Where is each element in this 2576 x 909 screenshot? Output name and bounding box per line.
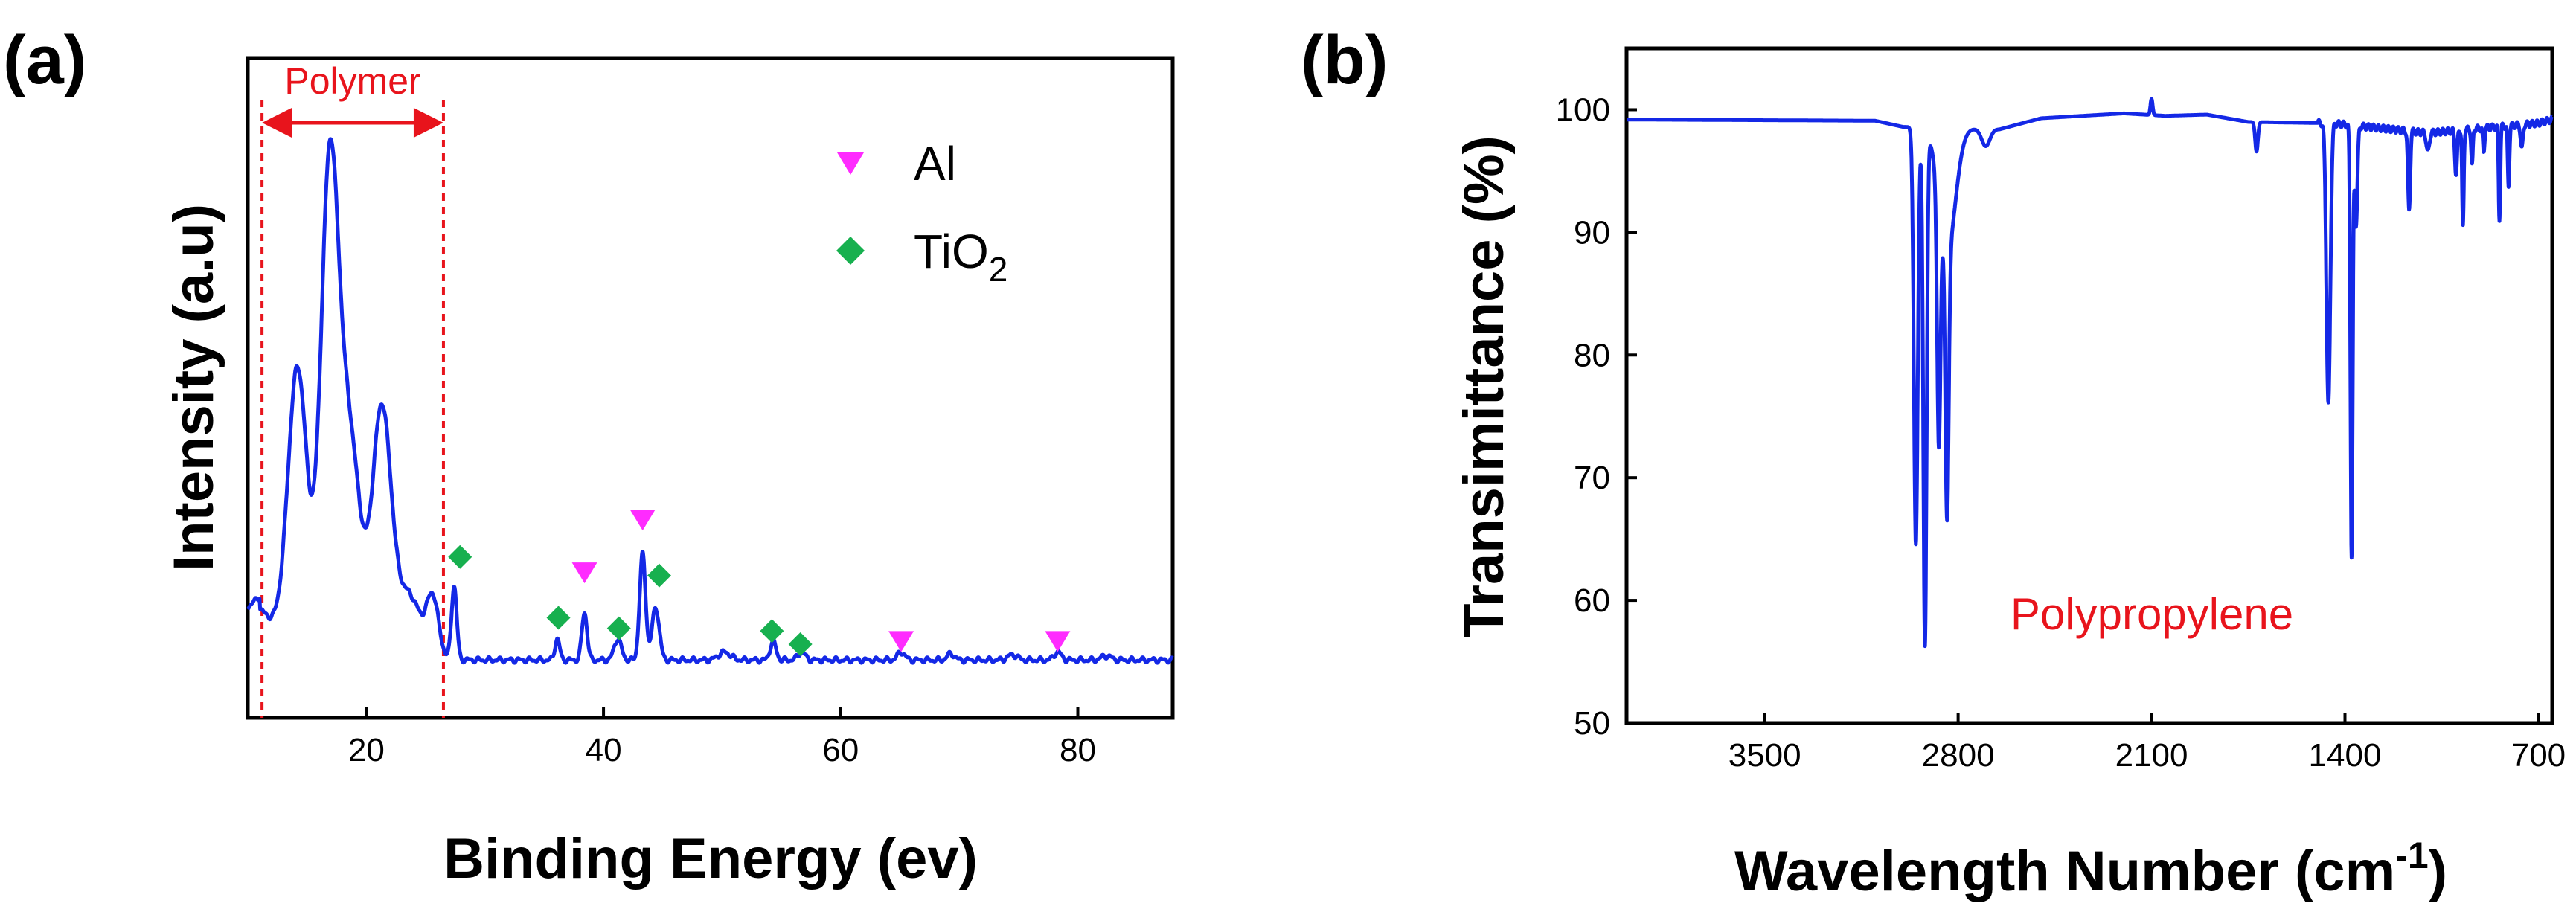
y-axis-ticks-b: 50 60 70 80 90 100 — [1556, 91, 1637, 742]
plot-b-frame — [1624, 46, 2554, 725]
legend-tio2-text: TiO — [914, 225, 989, 278]
legend-a: Al TiO2 — [836, 137, 1007, 289]
series-line-transmittance — [1624, 97, 2554, 649]
panel-a-label: (a) — [3, 22, 86, 98]
polymer-label: Polymer — [284, 60, 420, 102]
x-tick-label-b: 700 — [2511, 737, 2566, 774]
x-axis-title-b-close: ) — [2429, 840, 2447, 903]
tio2-peak-marker — [760, 619, 784, 643]
legend-tio2-label: TiO2 — [914, 225, 1007, 289]
al-peak-marker — [571, 562, 597, 584]
tio2-peak-marker — [647, 563, 671, 588]
legend-tio2-subscript: 2 — [989, 250, 1008, 289]
al-peak-marker — [629, 510, 656, 531]
panel-a: (a) 20 40 60 80 Polymer Al TiO2 Binding Ene… — [3, 22, 1175, 890]
y-tick-label-b: 60 — [1574, 582, 1610, 619]
tio2-peak-marker — [546, 606, 571, 630]
x-tick-label-b: 2100 — [2115, 737, 2188, 774]
x-tick-label-b: 2800 — [1922, 737, 1995, 774]
legend-al-marker — [837, 152, 864, 175]
panel-b: (b) 3500 2800 2100 1400 700 50 60 70 80 90 100 Po… — [1301, 22, 2566, 903]
legend-al-label: Al — [914, 137, 956, 190]
x-axis-ticks-a: 20 40 60 80 — [348, 707, 1096, 768]
plot-a-frame — [246, 56, 1175, 720]
legend-tio2-marker — [836, 237, 865, 265]
y-tick-label-b: 80 — [1574, 337, 1610, 373]
polymer-arrow-right-head — [413, 108, 443, 138]
y-tick-label-b: 50 — [1574, 705, 1610, 742]
peak-markers — [448, 510, 1071, 656]
y-axis-title-a: Intensity (a.u) — [162, 204, 225, 571]
polymer-arrow-left-head — [262, 108, 292, 138]
x-axis-title-b: Wavelength Number (cm-1) — [1734, 835, 2447, 903]
tio2-peak-marker — [788, 632, 813, 656]
x-tick-label-a: 60 — [822, 732, 859, 768]
polypropylene-label: Polypropylene — [2011, 589, 2293, 639]
tio2-peak-marker — [448, 545, 472, 569]
x-tick-label-b: 1400 — [2309, 737, 2382, 774]
x-tick-label-b: 3500 — [1728, 737, 1801, 774]
y-tick-label-b: 90 — [1574, 214, 1610, 251]
x-tick-label-a: 80 — [1060, 732, 1096, 768]
x-tick-label-a: 40 — [586, 732, 622, 768]
series-line-intensity — [246, 137, 1174, 665]
y-axis-title-b: Transimittance (%) — [1452, 135, 1516, 638]
al-peak-marker — [888, 631, 914, 652]
x-axis-title-a: Binding Energy (ev) — [443, 827, 978, 890]
al-peak-marker — [1045, 631, 1071, 652]
y-tick-label-b: 100 — [1556, 91, 1610, 128]
polymer-region-annotation: Polymer — [260, 60, 445, 718]
tio2-peak-marker — [606, 616, 631, 640]
x-tick-label-a: 20 — [348, 732, 385, 768]
x-axis-title-b-text: Wavelength Number (cm — [1734, 840, 2395, 903]
y-tick-label-b: 70 — [1574, 460, 1610, 496]
x-axis-title-b-superscript: -1 — [2395, 835, 2428, 876]
x-axis-ticks-b: 3500 2800 2100 1400 700 — [1728, 713, 2566, 774]
panel-b-label: (b) — [1301, 22, 1388, 98]
